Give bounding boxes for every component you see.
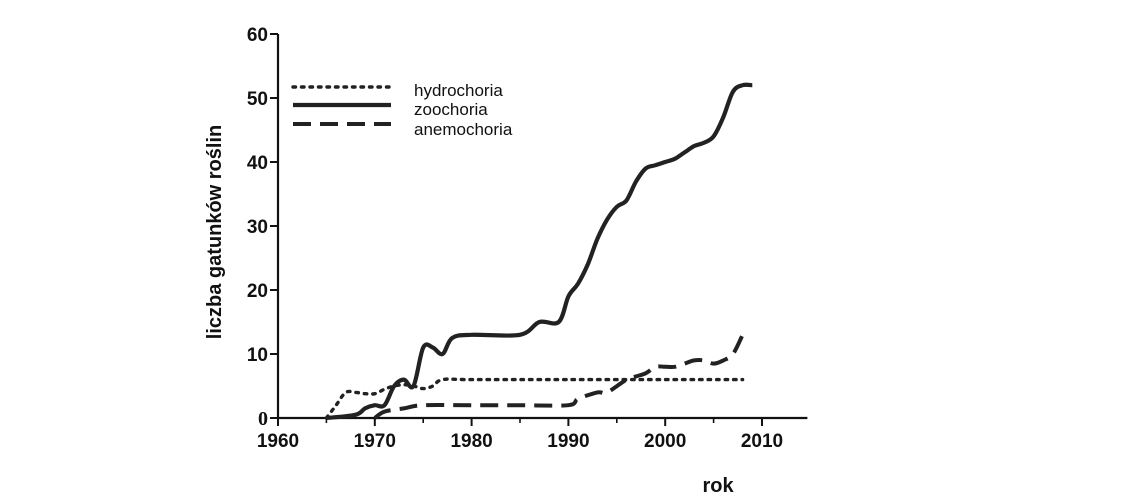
x-tick-label: 1980 <box>450 431 492 452</box>
y-tick-label: 20 <box>247 281 268 302</box>
x-axis-label: rok <box>702 475 734 497</box>
legend-label-hydrochoria: hydrochoria <box>414 81 503 100</box>
legend-label-anemochoria: anemochoria <box>414 120 513 139</box>
series-line-anemochoria <box>373 333 745 420</box>
x-tick-label: 1970 <box>354 431 396 452</box>
legend-label-zoochoria: zoochoria <box>414 100 488 119</box>
y-tick-label: 0 <box>258 408 268 430</box>
series-layer <box>324 82 753 421</box>
x-tick-label: 2000 <box>644 431 686 452</box>
y-tick-label: 50 <box>247 89 268 110</box>
y-tick-label: 60 <box>247 25 268 46</box>
y-tick-label: 10 <box>247 345 268 366</box>
x-tick-label: 1960 <box>257 431 299 452</box>
x-tick-label: 2010 <box>741 431 783 452</box>
series-line-zoochoria <box>326 82 753 421</box>
axes: 1960 1970 1980 1990 2000 2010 0 10 20 30 40 50 60 <box>247 25 808 452</box>
y-axis-label: liczba gatunków roślin <box>204 125 226 339</box>
y-tick-label: 30 <box>247 217 268 238</box>
x-tick-label: 1990 <box>547 431 589 452</box>
y-tick-label: 40 <box>247 153 268 174</box>
series-line-hydrochoria <box>324 377 745 420</box>
